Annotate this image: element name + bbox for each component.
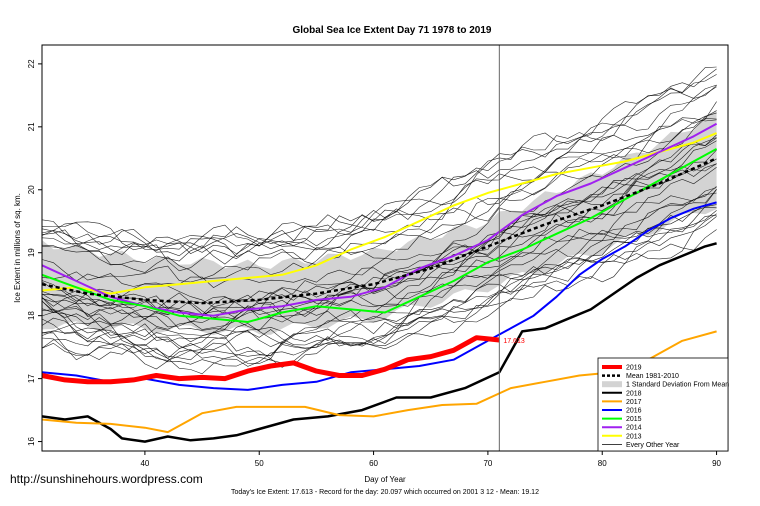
other-year-line bbox=[41, 137, 717, 320]
legend-label: Mean 1981-2010 bbox=[626, 373, 679, 380]
legend-label: 2018 bbox=[626, 390, 642, 397]
std-band bbox=[42, 110, 717, 336]
y-tick-label: 17 bbox=[27, 374, 36, 383]
y-tick-label: 22 bbox=[27, 59, 36, 68]
legend-label: 2013 bbox=[626, 433, 642, 440]
other-year-line bbox=[41, 186, 717, 337]
plot-area: 17.613 bbox=[41, 45, 718, 451]
legend-label: 2015 bbox=[626, 416, 642, 423]
y-axis-label: Ice Extent in millions of sq. km. bbox=[13, 193, 22, 303]
x-axis-label: Day of Year bbox=[364, 475, 406, 484]
footer-note: Today's Ice Extent: 17.613 - Record for … bbox=[231, 489, 539, 496]
footer-url: http://sunshinehours.wordpress.com bbox=[10, 472, 203, 486]
other-year-line bbox=[41, 110, 717, 283]
other-year-line bbox=[41, 117, 717, 280]
other-year-line bbox=[41, 74, 717, 250]
other-year-line bbox=[41, 68, 717, 249]
plot-frame bbox=[41, 44, 729, 452]
other-year-line bbox=[41, 85, 717, 255]
series-2019 bbox=[41, 335, 500, 385]
other-year-line bbox=[41, 86, 717, 266]
other-year-line bbox=[41, 216, 717, 361]
x-axis: 40 50 60 70 80 90 bbox=[140, 451, 722, 468]
other-year-line bbox=[41, 163, 717, 331]
x-tick-label: 40 bbox=[140, 459, 149, 468]
chart-title: Global Sea Ice Extent Day 71 1978 to 201… bbox=[293, 25, 492, 36]
x-tick-label: 70 bbox=[483, 459, 492, 468]
legend-label: 2016 bbox=[626, 408, 642, 415]
other-year-line bbox=[41, 206, 717, 352]
y-tick-label: 20 bbox=[27, 185, 36, 194]
legend-label: 2017 bbox=[626, 399, 642, 406]
other-year-line bbox=[41, 189, 717, 345]
other-year-line bbox=[41, 118, 717, 258]
other-year-line bbox=[41, 192, 717, 346]
series-2015 bbox=[41, 148, 718, 323]
other-year-line bbox=[41, 158, 717, 316]
x-tick-label: 50 bbox=[255, 459, 264, 468]
legend-label: 2014 bbox=[626, 425, 642, 432]
legend-label: 1 Standard Deviation From Mean bbox=[626, 382, 729, 389]
series-2016 bbox=[41, 201, 717, 391]
other-year-line bbox=[41, 163, 717, 308]
legend-label: 2019 bbox=[626, 365, 642, 372]
other-year-line bbox=[41, 112, 717, 288]
other-year-line bbox=[41, 189, 717, 364]
y-tick-label: 21 bbox=[27, 122, 36, 131]
y-tick-label: 18 bbox=[27, 311, 36, 320]
legend-swatch bbox=[602, 381, 622, 388]
x-tick-label: 60 bbox=[369, 459, 378, 468]
legend-label: Every Other Year bbox=[626, 442, 680, 449]
mean-line bbox=[41, 157, 718, 305]
end-value-label: 17.613 bbox=[503, 338, 525, 345]
other-year-line bbox=[41, 213, 717, 370]
other-year-line bbox=[41, 66, 717, 257]
other-year-line bbox=[41, 166, 717, 330]
other-year-line bbox=[41, 101, 717, 272]
y-axis: 16 17 18 19 20 21 22 bbox=[27, 59, 42, 446]
x-tick-label: 80 bbox=[598, 459, 607, 468]
legend-box bbox=[597, 357, 729, 452]
series-2014 bbox=[41, 122, 718, 317]
y-tick-label: 16 bbox=[27, 437, 36, 446]
x-tick-label: 90 bbox=[712, 459, 721, 468]
series-2018 bbox=[41, 242, 717, 443]
other-year-line bbox=[41, 84, 717, 255]
other-year-line bbox=[41, 137, 717, 315]
series-2013 bbox=[41, 132, 717, 295]
other-year-line bbox=[41, 214, 717, 359]
other-year-line bbox=[41, 229, 717, 375]
y-tick-label: 19 bbox=[27, 248, 36, 257]
